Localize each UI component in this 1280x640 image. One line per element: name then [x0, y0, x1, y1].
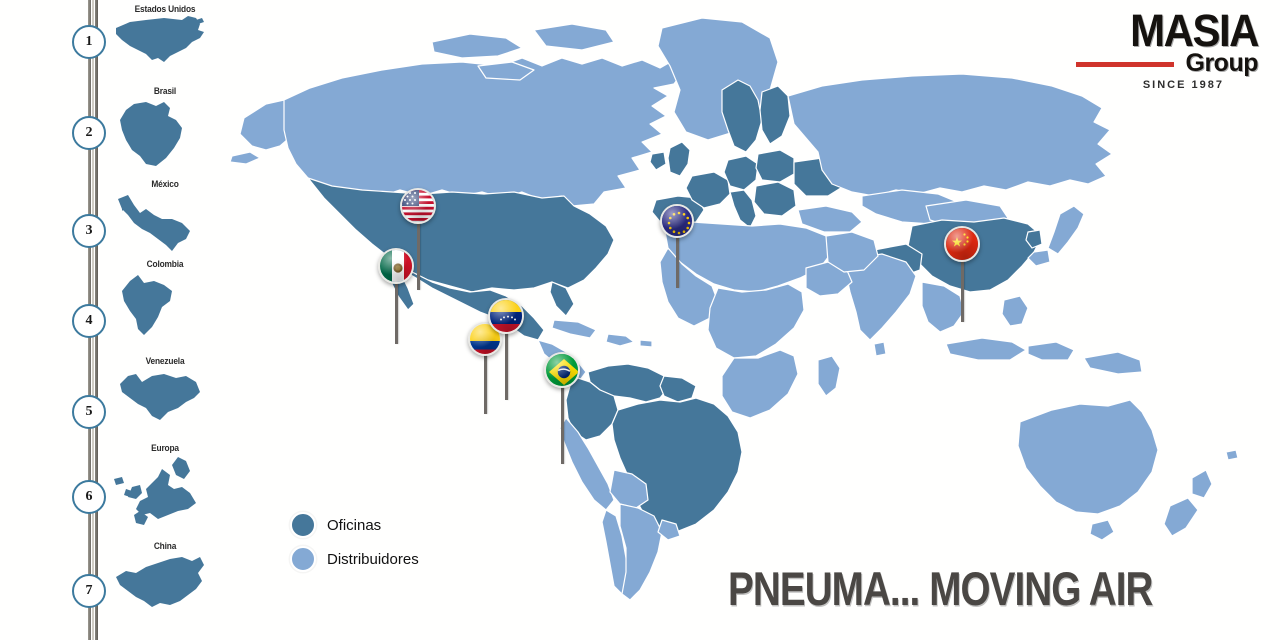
country-ireland: [649, 151, 667, 171]
sidebar-item-label: China: [153, 541, 177, 552]
country-australia: [1017, 399, 1159, 515]
country-colombia: [565, 377, 619, 441]
sidebar-item-label: Venezuela: [145, 356, 185, 367]
country-madagascar: [817, 355, 841, 397]
country-puerto-rico: [639, 339, 653, 348]
pin-stem: [417, 222, 420, 290]
logo-subword: Group: [1185, 49, 1259, 77]
country-germany: [723, 155, 759, 191]
pin-stem: [505, 332, 508, 400]
timeline-number: 7: [72, 574, 106, 608]
country-hispaniola: [605, 333, 635, 347]
legend-item-oficinas[interactable]: Oficinas: [290, 508, 490, 542]
world-map-svg: [229, 17, 1239, 601]
country-new-zealand-s: [1163, 497, 1199, 537]
logo-since-text: SINCE 1987: [1142, 79, 1224, 91]
sidebar-item-label: Europa: [151, 443, 179, 454]
country-canada-arctic-2: [533, 23, 615, 51]
logo-wordmark: MASIA: [1130, 4, 1259, 56]
timeline-number: 3: [72, 214, 106, 248]
country-uk: [667, 141, 691, 177]
timeline-number: 1: [72, 25, 106, 59]
country-arabia: [825, 231, 879, 273]
country-usa-florida: [549, 281, 575, 317]
country-finland: [759, 85, 791, 145]
country-balkans: [753, 181, 797, 217]
timeline-number: 5: [72, 395, 106, 429]
country-bolivia: [609, 469, 649, 509]
country-africa-south: [721, 349, 799, 419]
country-russia: [787, 73, 1113, 197]
legend-swatch-oficinas: [290, 512, 316, 538]
sidebar-item-label: Colombia: [146, 259, 184, 270]
europe-shape: [112, 453, 212, 531]
country-japan: [1047, 205, 1085, 255]
country-cuba: [551, 319, 597, 339]
country-canada: [283, 57, 685, 207]
eu-flag-icon: [660, 204, 694, 238]
country-korea: [1025, 229, 1043, 249]
china-shape: [112, 551, 210, 613]
country-france: [685, 171, 731, 209]
country-poland: [755, 149, 795, 183]
cn-flag-icon: [944, 226, 980, 262]
legend-swatch-distribuidores: [290, 546, 316, 572]
pin-stem: [561, 386, 564, 464]
country-turkey: [797, 205, 863, 233]
country-india: [845, 253, 917, 341]
sidebar-item-label: Brasil: [153, 86, 177, 97]
country-indonesia-2: [1027, 341, 1075, 361]
country-sri-lanka: [873, 341, 887, 357]
sidebar-item-label: Estados Unidos: [134, 4, 196, 15]
venezuela-shape: [112, 366, 206, 428]
pin-stem: [961, 260, 964, 322]
country-italy: [729, 189, 757, 229]
country-canada-arctic-3: [477, 61, 535, 81]
country-fiji: [1225, 449, 1239, 461]
logo-red-bar: [1076, 62, 1174, 67]
tagline-text: PNEUMA... MOVING AIR: [728, 562, 1153, 616]
us-flag-icon: [400, 188, 436, 224]
country-new-zealand-n: [1191, 469, 1213, 499]
map-legend: Oficinas Distribuidores: [290, 508, 490, 576]
country-norway-sweden: [721, 79, 763, 153]
country-japan-south: [1027, 249, 1051, 267]
usa-shape: [112, 12, 208, 70]
country-canada-arctic-1: [431, 33, 523, 59]
sidebar-item-label: México: [151, 179, 179, 190]
country-tasmania: [1089, 519, 1115, 541]
country-uruguay: [657, 519, 681, 541]
country-alaska-islands: [229, 151, 261, 165]
legend-item-distribuidores[interactable]: Distribuidores: [290, 542, 490, 576]
pin-stem: [484, 354, 487, 414]
country-guyanas: [659, 375, 697, 403]
legend-label: Oficinas: [327, 516, 382, 534]
mexico-shape: [112, 189, 198, 263]
mx-flag-icon: [378, 248, 414, 284]
colombia-shape: [112, 269, 182, 345]
country-papua: [1083, 351, 1143, 375]
masia-logo: MASIA Group SINCE 1987: [1068, 4, 1260, 91]
country-africa-central: [707, 283, 805, 359]
country-africa-west: [659, 247, 719, 327]
timeline-sidebar: Estados Unidos 1 Brasil 2 México 3 Colom…: [0, 0, 220, 640]
world-map-area: [222, 0, 1280, 640]
timeline-number: 6: [72, 480, 106, 514]
brazil-shape: [112, 96, 192, 172]
timeline-number: 4: [72, 304, 106, 338]
country-indonesia-1: [945, 337, 1027, 361]
pin-stem: [676, 236, 679, 288]
legend-label: Distribuidores: [327, 550, 419, 568]
br-flag-icon: [544, 352, 580, 388]
country-philippines: [1001, 295, 1029, 327]
co-flag-icon: [468, 322, 502, 356]
country-argentina: [619, 503, 663, 601]
country-southeast-asia: [921, 281, 965, 333]
ve-flag-icon: [488, 298, 524, 334]
timeline-number: 2: [72, 116, 106, 150]
pin-stem: [395, 282, 398, 344]
